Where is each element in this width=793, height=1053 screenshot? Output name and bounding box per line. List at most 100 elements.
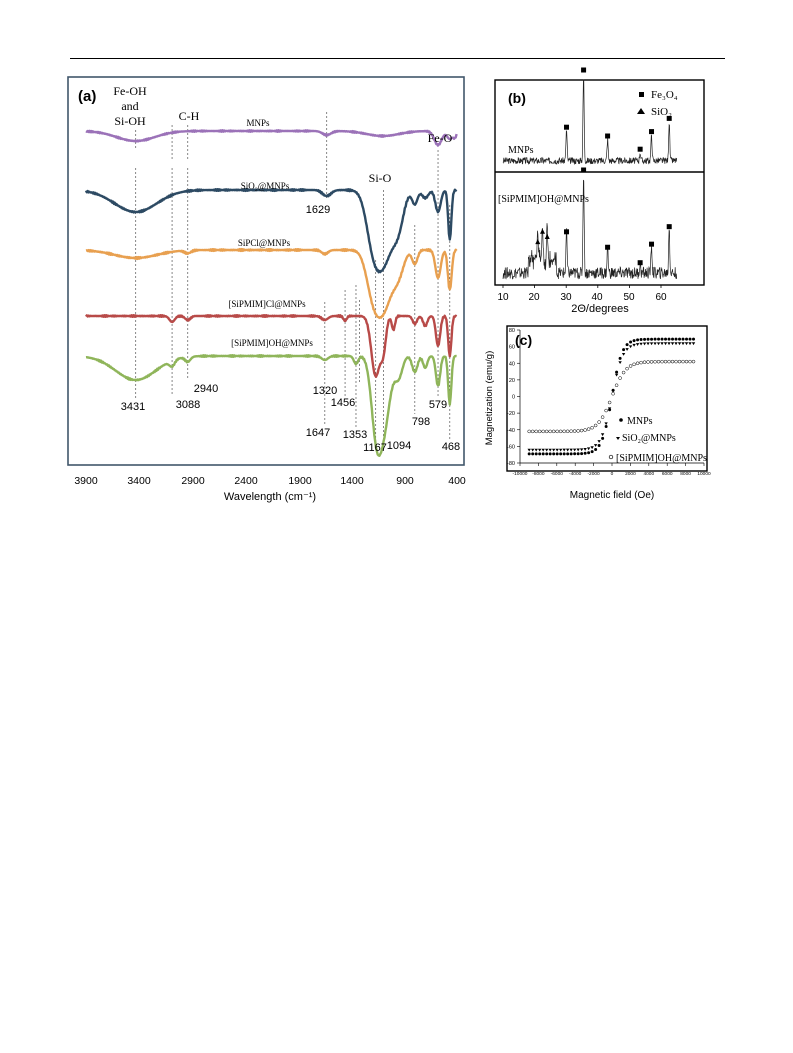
legend-square-icon [639,92,644,97]
vsm-point-mnps [545,452,549,456]
vsm-point-mnps [643,337,647,341]
vsm-point-sipmimoh [530,429,535,434]
x-tick-400: 400 [448,475,466,487]
ftir-panel-label: (a) [78,88,96,105]
vsm-point-sipmimoh [600,415,605,419]
vsm-point-sio2 [667,342,671,346]
vsm-point-sipmimoh [653,359,657,364]
xrd-x-tick-40: 40 [591,292,603,303]
vsm-point-mnps [688,337,692,341]
legend-sio2: SiO₂ [651,106,672,118]
vsm-frame [506,325,708,472]
vsm-point-sio2 [541,448,545,452]
vsm-y-tick-label: -60 [507,444,515,450]
peak-label-3088: 3088 [176,399,200,411]
vsm-point-sio2 [607,407,612,411]
vsm-point-sipmimoh [558,429,563,434]
vsm-point-mnps [615,370,619,374]
vsm-point-sio2 [681,342,685,346]
sio2-peak-marker [544,233,550,239]
vsm-y-tick-label: 40 [509,361,515,367]
vsm-point-mnps [541,452,545,456]
xrd-x-tick-20: 20 [528,292,540,303]
vsm-point-mnps [580,452,584,456]
vsm-point-sio2 [688,342,692,346]
vsm-point-sio2 [586,447,591,451]
xrd-x-axis-label: 2Θ/degrees [571,303,629,315]
vsm-point-mnps [552,452,556,456]
vsm-point-sio2 [604,422,608,426]
ftir-curve-1 [84,187,458,274]
vsm-point-sipmimoh [604,408,608,413]
vsm-y-axis-label: Magnetization (emu/g) [484,351,495,446]
vsm-point-sio2 [565,448,570,452]
legend-sipmimoh: [SiPMIM]OH@MNPs [616,453,707,464]
vsm-point-mnps [685,337,689,341]
vsm-point-sipmimoh [635,361,640,366]
xrd-peak-markers [502,67,672,288]
legend-fe3o4: Fe₃O₄ [651,89,678,101]
vsm-point-mnps [629,340,633,344]
page-header-rule [70,58,725,59]
xrd-pattern-0 [502,79,678,166]
vsm-point-sio2 [555,448,559,452]
peak-label-2940: 2940 [194,383,218,395]
vsm-point-sio2 [562,448,566,452]
vsm-point-sipmimoh [677,359,682,364]
fe3o4-peak-marker [564,124,570,130]
vsm-x-tick-label: -2000 [587,471,600,477]
ftir-curve-2 [85,247,458,320]
xrd-pattern-1 [502,179,678,280]
vsm-point-mnps [674,337,678,341]
fe3o4-peak-marker [649,129,655,135]
group-label-sio: Si-O [369,171,392,185]
vsm-point-mnps [594,448,598,452]
vsm-point-sio2 [544,448,549,452]
vsm-point-mnps [657,337,661,341]
vsm-point-mnps [527,452,531,456]
vsm-point-sio2 [684,342,689,346]
vsm-point-sipmimoh [656,359,661,364]
vsm-point-sipmimoh [607,400,612,405]
fe3o4-peak-marker [666,115,672,121]
peak-label-1167: 1167 [363,442,387,454]
vsm-point-mnps [660,337,664,341]
ftir-panel: (a) Fe-OH and Si-OH C-H Si-O Fe-O MNPs S… [67,76,466,503]
fe3o4-peak-marker [666,224,672,230]
xrd-series-label-sipmimoh: [SiPMIM]OH@MNPs [498,194,589,205]
vsm-point-sipmimoh [541,429,545,434]
x-tick-2400: 2400 [234,475,258,487]
vsm-point-mnps [569,452,573,456]
xrd-x-tick-30: 30 [560,292,572,303]
vsm-point-mnps [678,337,682,341]
vsm-point-sipmimoh [674,359,678,364]
vsm-point-mnps [681,337,685,341]
x-tick-3900: 3900 [74,475,98,487]
vsm-point-sio2 [639,342,643,346]
x-tick-2900: 2900 [181,475,205,487]
vsm-y-tick-label: 60 [509,345,515,351]
xrd-x-tick-10: 10 [497,292,509,303]
vsm-point-sipmimoh [572,429,577,433]
vsm-point-sio2 [614,373,619,377]
vsm-point-sipmimoh [646,360,650,364]
vsm-point-sipmimoh [579,428,584,433]
vsm-point-sio2 [579,448,584,452]
vsm-point-sipmimoh [663,359,668,364]
vsm-point-sipmimoh [639,360,643,365]
fe3o4-peak-marker [637,260,643,266]
vsm-x-tick-label: 10000 [697,471,711,477]
vsm-point-sipmimoh [586,427,591,431]
vsm-point-sipmimoh [576,429,580,433]
vsm-point-mnps [531,452,535,456]
vsm-point-sipmimoh [691,359,696,364]
vsm-point-sipmimoh [660,359,664,364]
vsm-point-sio2 [530,448,535,452]
vsm-point-sipmimoh [670,359,675,364]
vsm-point-sipmimoh [544,429,549,434]
vsm-point-mnps [583,451,587,455]
vsm-point-mnps [566,452,570,456]
xrd-frame [494,79,705,286]
